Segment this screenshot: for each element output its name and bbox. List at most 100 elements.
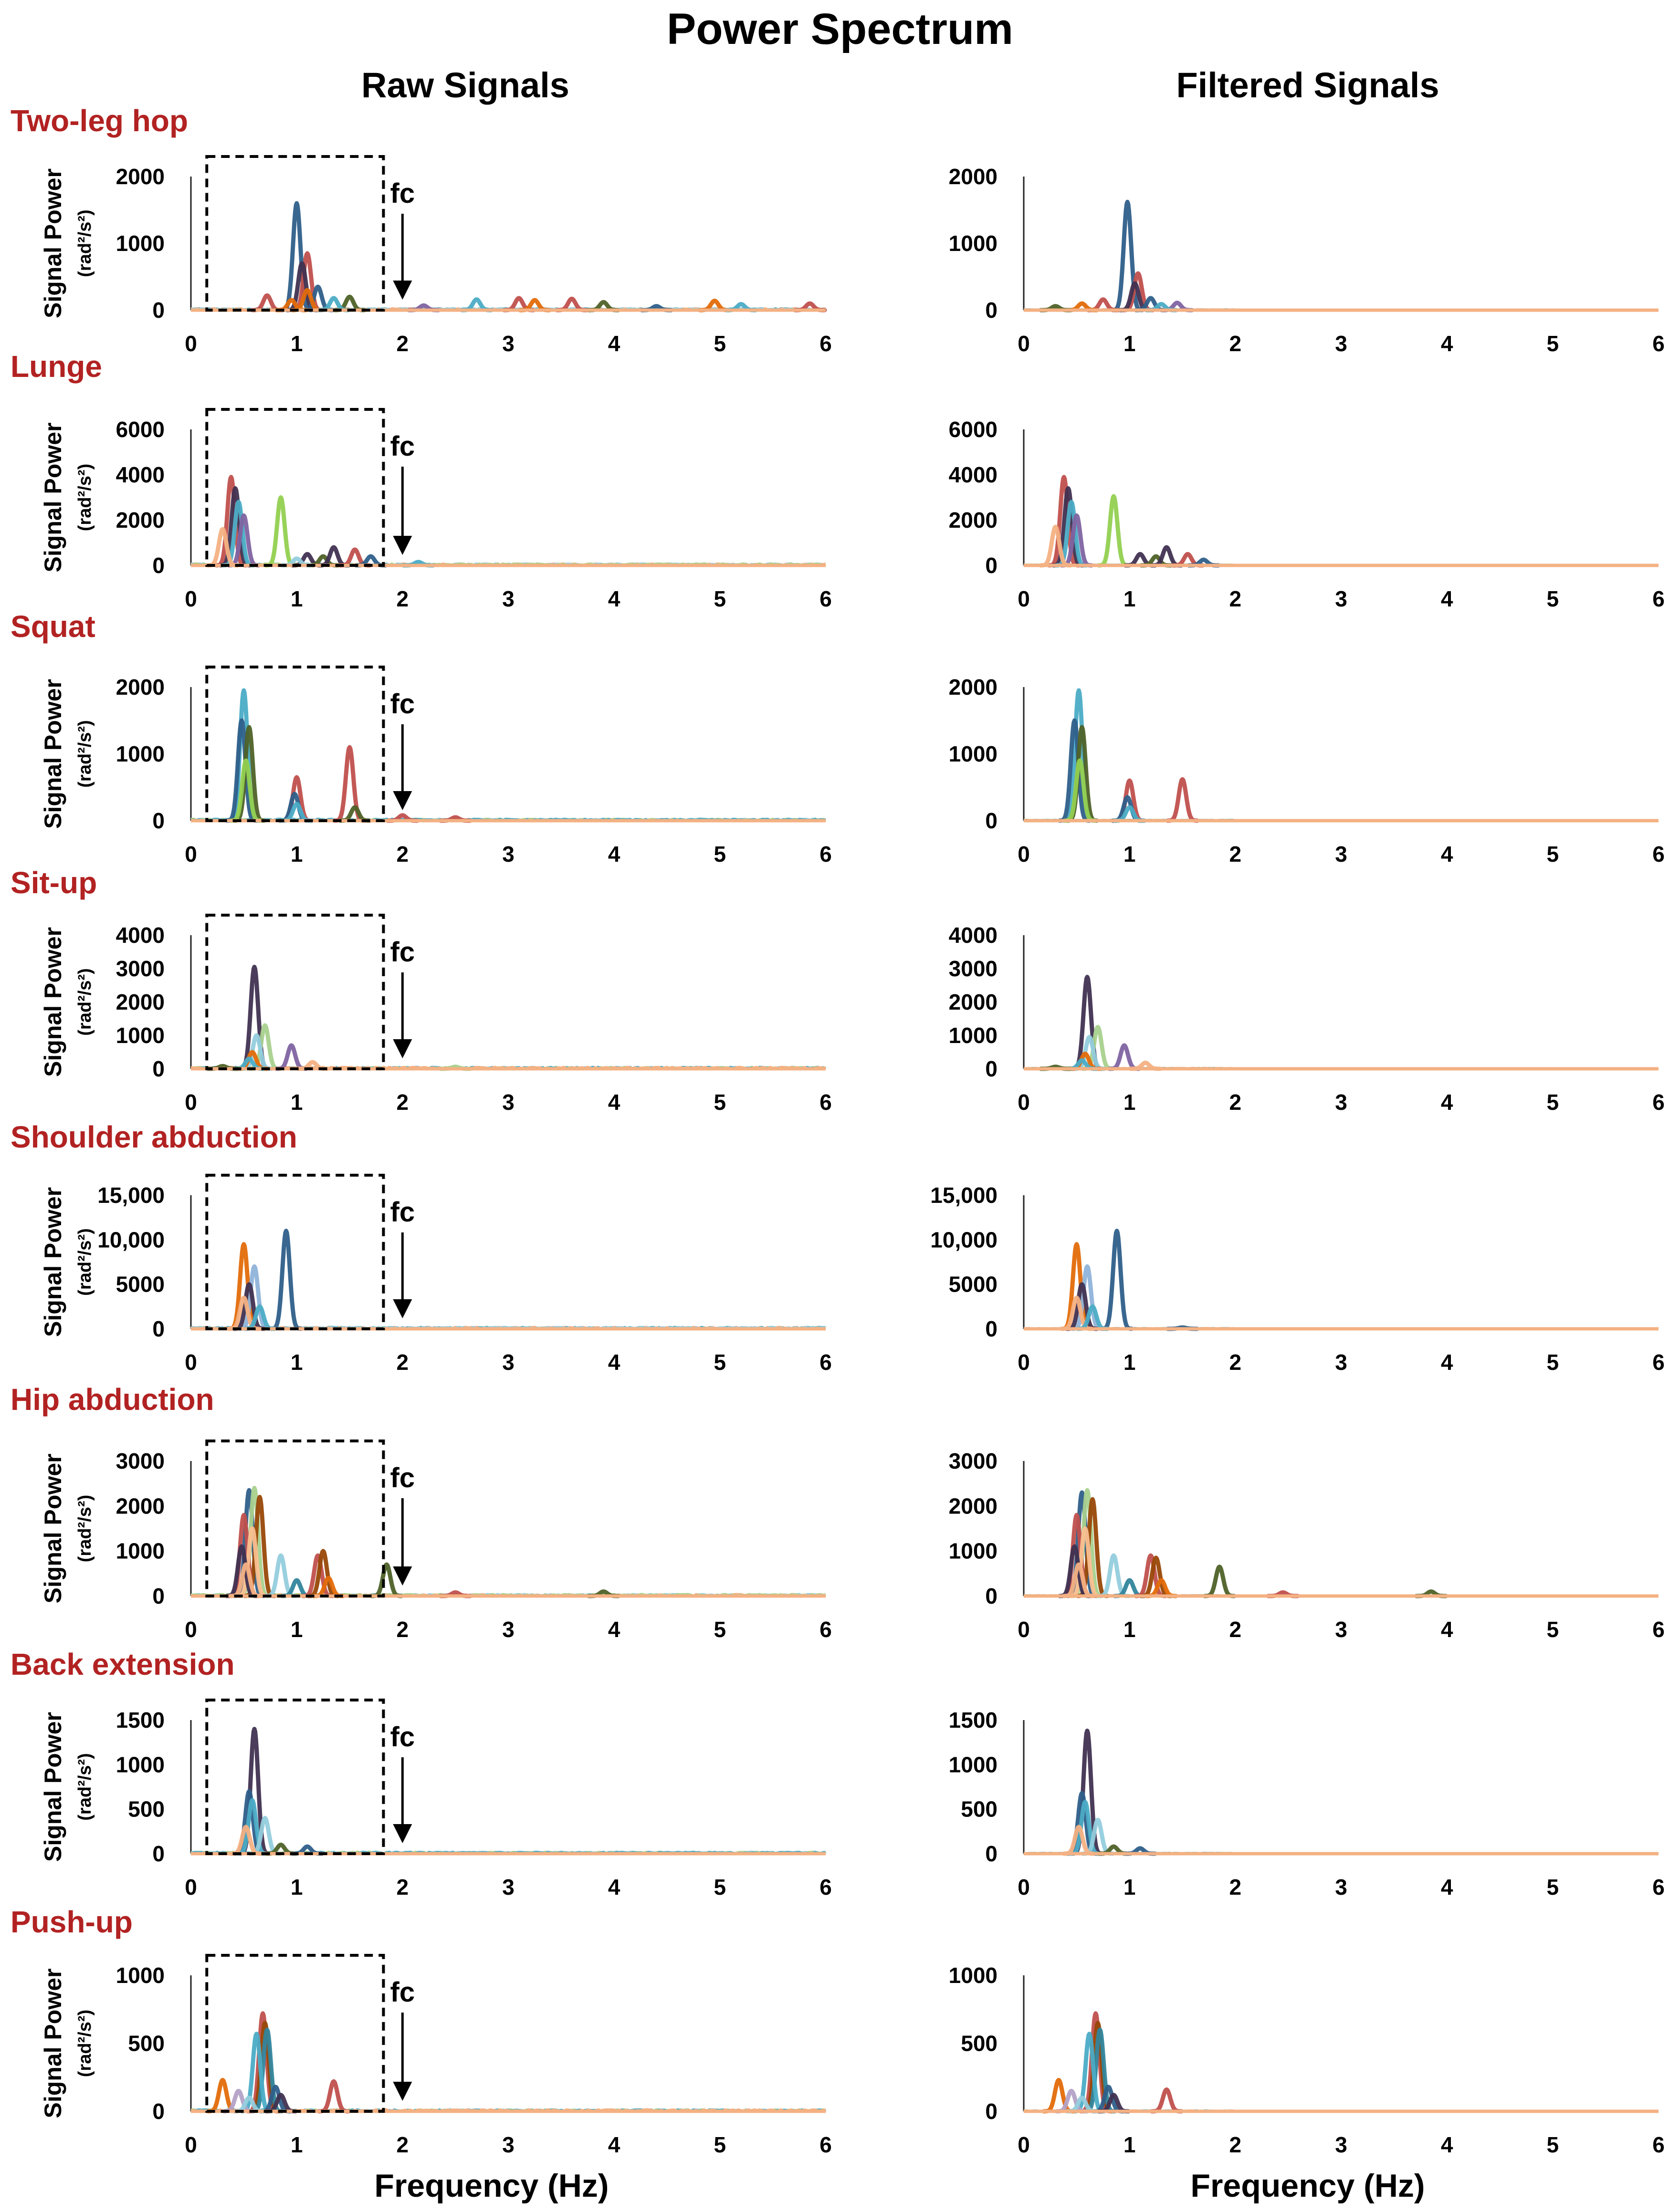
x-tick-label: 2 [1229,1090,1242,1115]
x-tick-label: 4 [608,586,620,611]
passband-box [205,666,385,822]
y-tick-label: 6000 [949,417,998,442]
y-axis-label: Signal Power [40,423,66,573]
column-title-filtered: Filtered Signals [1176,65,1439,105]
raw-panel: 0 500 1000 1500 0 1 2 3 4 5 6 fc [116,1699,832,1899]
y-tick-label: 1000 [949,1963,998,1988]
x-tick-label: 6 [819,1617,832,1642]
x-tick-label: 5 [1547,842,1559,866]
cutoff-label: fc [390,1722,415,1753]
x-tick-label: 3 [1335,331,1347,356]
y-axis-label: Signal Power [40,1969,66,2118]
x-tick-label: 6 [1652,1617,1665,1642]
y-axis-units: (rad²/s²) [75,1228,95,1295]
peak-series-5 [1096,494,1131,568]
peak-series-1 [1057,718,1092,823]
x-tick-label: 5 [1547,2132,1559,2157]
y-axis-units: (rad²/s²) [75,1753,95,1820]
x-tick-label: 2 [1229,1875,1242,1899]
x-tick-label: 5 [714,1090,726,1115]
peak-series-11 [1202,1565,1237,1598]
x-tick-label: 3 [1335,1617,1347,1642]
x-tick-label: 5 [714,331,726,356]
x-tick-label: 0 [185,1090,197,1115]
column-title-raw: Raw Signals [361,65,569,105]
y-tick-label: 0 [152,808,165,833]
y-tick-label: 0 [985,1316,998,1341]
y-tick-label: 3000 [949,1449,998,1473]
y-tick-label: 0 [152,1316,165,1341]
y-tick-label: 1000 [949,231,998,256]
x-tick-label: 5 [714,1875,726,1899]
x-tick-label: 4 [608,1350,620,1375]
raw-panel: 0 1000 2000 0 1 2 3 4 5 6 fc [116,155,832,356]
y-tick-label: 15,000 [97,1183,165,1208]
exercise-title: Squat [10,609,95,644]
y-tick-label: 0 [985,553,998,578]
y-tick-label: 2000 [116,164,165,189]
cutoff-arrow-head [393,1039,412,1058]
y-tick-label: 10,000 [97,1227,165,1252]
y-tick-label: 500 [961,1797,998,1822]
x-tick-label: 2 [397,1350,409,1375]
y-axis-units: (rad²/s²) [75,1495,95,1562]
y-tick-label: 1000 [949,1752,998,1777]
y-tick-label: 15,000 [930,1183,998,1208]
filtered-panel: 0 2000 4000 6000 0 1 2 3 4 5 6 [949,417,1665,611]
cutoff-arrow-head [393,1824,412,1843]
y-tick-label: 0 [985,1841,998,1866]
x-tick-label: 1 [291,331,303,356]
y-axis-units: (rad²/s²) [75,968,95,1035]
x-tick-label: 6 [819,331,832,356]
x-tick-label: 3 [502,1350,514,1375]
peak-series-1 [224,718,259,823]
peak-series-6 [1113,805,1147,823]
x-tick-label: 4 [1441,1090,1453,1115]
x-tick-label: 4 [1441,586,1453,611]
x-tick-label: 0 [185,1617,197,1642]
x-tick-label: 3 [502,1090,514,1115]
peak-series-0 [214,475,248,568]
x-tick-label: 4 [608,1090,620,1115]
x-tick-label: 4 [1441,1875,1453,1899]
x-tick-label: 0 [185,1875,197,1899]
x-tick-label: 4 [1441,1617,1453,1642]
y-tick-label: 500 [961,2031,998,2056]
y-tick-label: 6000 [116,417,165,442]
x-tick-label: 2 [1229,1617,1242,1642]
x-tick-label: 1 [291,1090,303,1115]
x-tick-label: 6 [819,1875,832,1899]
x-tick-label: 2 [1229,586,1242,611]
passband-box [205,408,385,567]
y-tick-label: 2000 [116,675,165,699]
x-tick-label: 0 [1018,1617,1030,1642]
filtered-panel: 0 5000 10,000 15,000 0 1 2 3 4 5 6 [930,1183,1665,1375]
x-tick-label: 1 [1124,1090,1136,1115]
filtered-panel: 0 1000 2000 0 1 2 3 4 5 6 [949,675,1665,866]
y-tick-label: 4000 [949,462,998,487]
x-axis-label-filtered: Frequency (Hz) [1190,2168,1425,2204]
x-tick-label: 3 [1335,1350,1347,1375]
y-tick-label: 3000 [116,956,165,981]
x-tick-label: 4 [608,1875,620,1899]
peak-series-4 [235,1526,270,1598]
cutoff-label: fc [390,178,415,209]
peak-series-2 [232,725,266,823]
y-axis-units: (rad²/s²) [75,720,95,787]
raw-panel: 0 500 1000 0 1 2 3 4 5 6 fc [116,1954,832,2157]
y-tick-label: 1000 [116,1539,165,1564]
x-tick-label: 4 [1441,1350,1453,1375]
y-tick-label: 2000 [949,164,998,189]
x-tick-label: 3 [502,2132,514,2157]
cutoff-arrow-head [393,281,412,300]
x-tick-label: 3 [502,586,514,611]
y-axis-label: Signal Power [40,168,66,318]
x-tick-label: 3 [502,1875,514,1899]
x-tick-label: 2 [397,1875,409,1899]
peak-series-0 [1047,475,1081,568]
x-tick-label: 2 [1229,842,1242,866]
